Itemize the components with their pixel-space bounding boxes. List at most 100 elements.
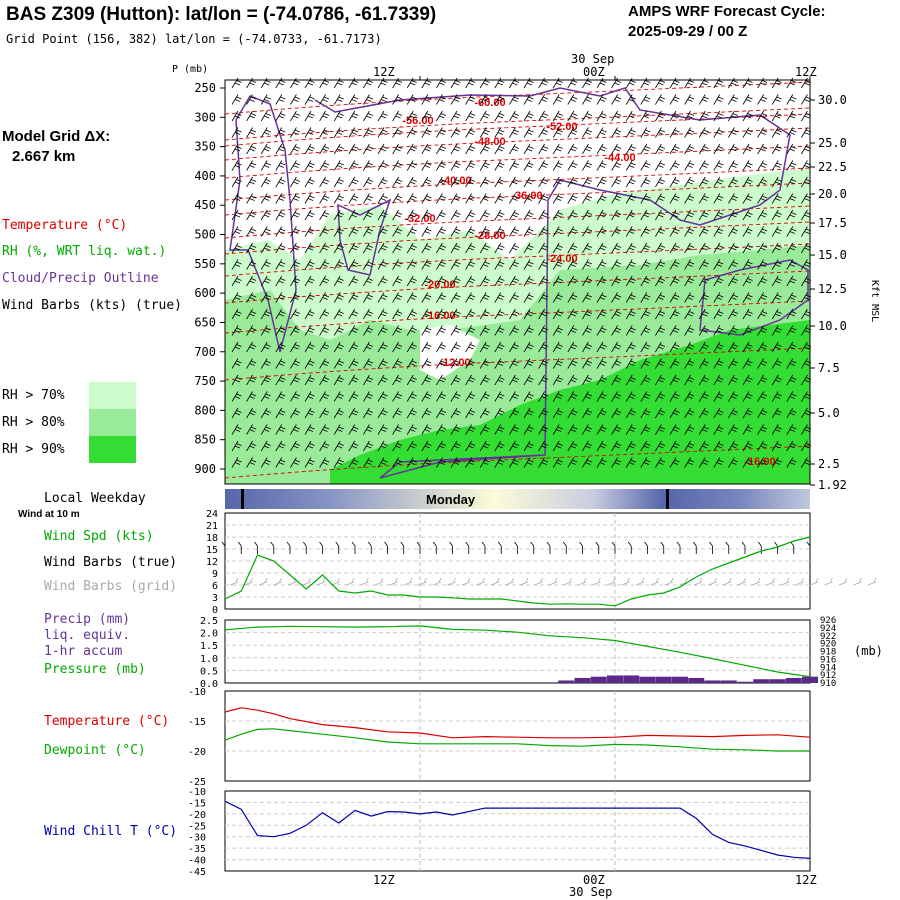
precip-tick-label: 1.5 [200,641,218,652]
wind-barb [538,209,549,221]
wind-barb [801,407,812,419]
wind-barb [260,358,271,369]
wind-barb [479,176,490,188]
wind-barb [465,193,476,204]
wind-barb [231,358,242,369]
wind-barb [640,77,651,89]
wind-barb [567,374,578,386]
wind-barb [801,143,812,155]
precip-bar [785,677,802,683]
wind-barb [246,341,257,353]
wind-barb [786,358,797,369]
wind-barb [231,424,242,435]
wind-barb-grid [693,577,703,586]
height-tick-label: 5.0 [818,406,840,420]
wind-barb [436,176,447,188]
wind-barb [275,160,286,171]
wind-barb [611,259,622,270]
wind-barb [392,110,403,122]
wind-barb [304,424,315,435]
height-tick-label: 17.5 [818,216,847,230]
wind-barb [611,440,622,452]
wind-barb [333,127,344,138]
wind-barb [290,160,301,171]
wind-barb [436,341,447,353]
cloud-outline [337,198,392,276]
wind-barb [523,292,534,303]
wind-barb [640,209,651,221]
wind-barb [421,127,432,138]
pressure-tick-label: 350 [194,140,216,154]
wind-barb [640,110,651,122]
wind-barb [552,143,563,155]
wind-barb [348,292,359,303]
wind-barb [655,110,666,122]
wind-barb [567,457,578,468]
wind-barb [757,193,768,204]
wind-barb [786,457,797,468]
wind-barb [713,374,724,386]
wind-barb [757,308,768,320]
wind-barb [406,143,417,155]
wind-barb [611,292,622,303]
wind-barb [494,325,505,336]
wind-barb [406,275,417,287]
bottom-date-label: 30 Sep [569,885,613,899]
wind-barb-grid [824,577,833,586]
wind-barb [450,292,461,303]
wind-barb [421,457,432,468]
wind-barb [246,193,257,204]
wind-barb-true [302,541,307,554]
wind-barb [728,127,739,138]
pressure-tick-label: 850 [194,433,216,447]
wind-barb [786,308,797,320]
wind-barb [625,160,636,171]
wind-barb [625,308,636,320]
wind-barb [392,94,403,105]
wind-barb [567,160,578,171]
wind-barb-true [757,541,762,554]
wind-barb [436,407,447,419]
wind-barb [436,374,447,386]
wind-barb [275,358,286,369]
wind-barb [275,242,286,254]
wind-barb [669,424,680,435]
wind-barb [801,94,812,105]
wind-barb [246,407,257,419]
wind-barb [655,341,666,353]
wind-barb [786,226,797,237]
wind-barb [523,110,534,122]
wind-barb [596,374,607,386]
wind-barb [509,77,520,89]
wind-barb [450,77,461,89]
wind-barb [319,424,330,435]
wind-barb [713,193,724,204]
wind-barb [655,127,666,138]
wind-barb [669,440,680,452]
pressure-tick-label: 650 [194,315,216,329]
dewpoint-series-label: Dewpoint (°C) [44,743,146,758]
wind-barb [523,209,534,221]
wind-barb [757,242,768,254]
wind-barb [348,193,359,204]
wind-barb [596,193,607,204]
wind-barb [552,209,563,221]
wind-barb [333,242,344,254]
dewpoint-line [224,728,810,752]
wind-barb-grid [258,577,268,586]
wind-barb [260,407,271,419]
wind-barb [669,209,680,221]
wind-barb [479,226,490,237]
rh-legend-80-label: RH > 80% [2,415,65,430]
wind-barb-true [319,541,323,554]
wind-barb [319,176,330,188]
wind-barb [625,407,636,419]
wind-barb [698,341,709,353]
wind-barb [333,374,344,386]
wind-barb-true [514,541,518,554]
wind-barb [275,259,286,270]
pressure-tick-label: 918 [820,648,836,658]
wind-barb [494,77,505,89]
wind-barb [348,209,359,221]
wind-barb [655,407,666,419]
